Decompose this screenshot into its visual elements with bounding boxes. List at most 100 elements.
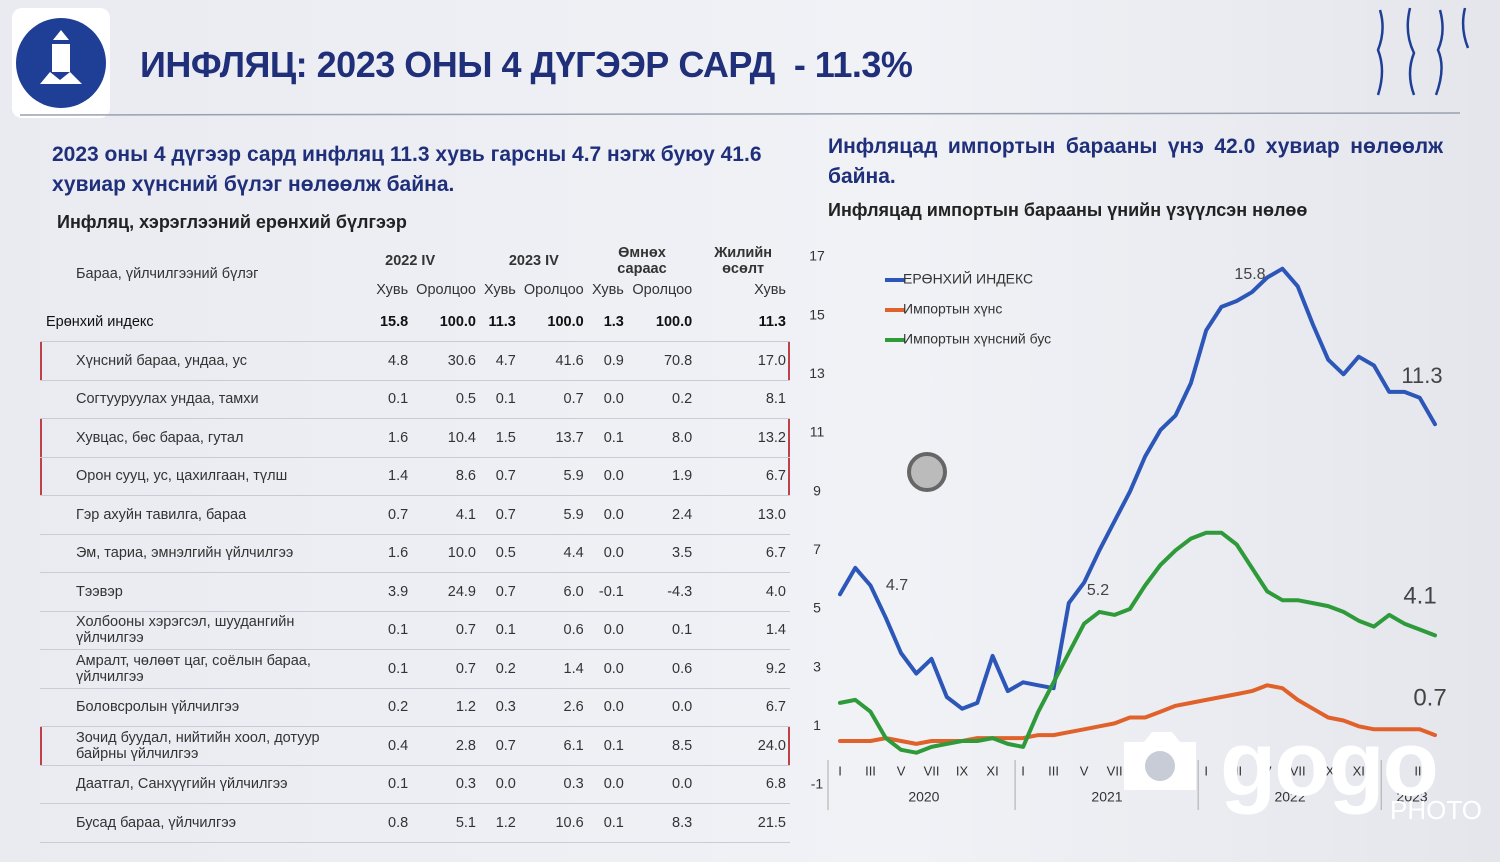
cell: 11.3 — [488, 314, 516, 330]
table-row: Боловсролын үйлчилгээ 0.2 1.2 0.3 2.6 0.0 0.0 6… — [40, 688, 790, 727]
annotation: 4.1 — [1403, 582, 1436, 609]
y-tick-label: 3 — [813, 658, 821, 674]
annotation: 15.8 — [1234, 266, 1265, 283]
cell: 11.3 — [758, 314, 786, 330]
cell: 100.0 — [439, 314, 476, 330]
y-tick-label: 17 — [809, 248, 825, 264]
cell: 0.7 — [480, 457, 520, 496]
cell: 0.0 — [603, 545, 624, 562]
cell: 6.7 — [696, 457, 790, 496]
cell: 4.0 — [765, 583, 786, 600]
subheader: Хувь — [754, 282, 786, 298]
cell: 0.9 — [587, 341, 628, 381]
table-title: Инфляц, хэрэглээний ерөнхий бүлгээр — [57, 212, 407, 232]
row-label: Холбооны хэрэгсэл, шуудангийн үйлчилгээ — [76, 614, 295, 647]
cell: 13.0 — [757, 506, 786, 523]
cell: 8.0 — [627, 418, 697, 457]
cell: 0.1 — [388, 391, 409, 408]
cell: 1.3 — [603, 314, 624, 330]
group-column-header: Бараа, үйлчилгээний бүлэг — [76, 266, 259, 282]
cell: 6.0 — [563, 583, 584, 600]
row-label: Эм, тариа, эмнэлгийн үйлчилгээ — [76, 545, 294, 562]
annotation: 11.3 — [1401, 363, 1442, 388]
table-row: Хувцас, бөс бараа, гутал 1.6 10.4 1.5 13.7 0.… — [40, 418, 790, 457]
cell: 0.5 — [495, 545, 516, 562]
cell: 0.3 — [563, 776, 584, 793]
legend-label: Импортын хүнсний бус — [903, 331, 1051, 347]
x-group-label: 2020 — [908, 789, 939, 805]
group-header: Жилийн өсөлт — [714, 245, 773, 277]
slide-decoration — [12, 7, 1470, 118]
row-label: Орон сууц, ус, цахилгаан, түлш — [40, 457, 341, 496]
x-group-label: 2022 — [1274, 789, 1305, 805]
watermark-caption: PHOTO — [1390, 795, 1482, 825]
annotation: 4.7 — [886, 577, 908, 594]
line — [838, 266, 1437, 711]
cell: 0.3 — [455, 776, 476, 793]
cell: 1.4 — [340, 457, 413, 496]
cell: 1.2 — [455, 699, 476, 716]
x-tick-label: I — [1204, 763, 1208, 778]
cell: 24.9 — [447, 583, 476, 600]
cell: 1.4 — [765, 622, 786, 639]
table-row: Хүнсний бараа, ундаа, ус 4.8 30.6 4.7 41.6 0.… — [40, 341, 790, 381]
row-label: Даатгал, Санхүүгийн үйлчилгээ — [76, 776, 288, 793]
cell: 100.0 — [655, 314, 693, 330]
table-row: Гэр ахуйн тавилга, бараа 0.7 4.1 0.7 5.9 0.0 2… — [40, 496, 790, 534]
group-header: 2022 IV — [385, 253, 436, 269]
cell: 8.5 — [627, 726, 697, 766]
group-header: 2023 IV — [508, 253, 559, 269]
group-header-row: Бараа, үйлчилгээний бүлэг 2022 IV 2023 IV… — [40, 245, 790, 282]
subheader: Оролцоо — [523, 282, 584, 298]
x-tick-label: V — [1080, 763, 1089, 778]
y-tick-label: 15 — [809, 306, 825, 322]
table-row: Зочид буудал, нийтийн хоол, дотуур байрн… — [40, 726, 790, 766]
cell: 100.0 — [547, 314, 584, 330]
cell: 10.0 — [447, 545, 476, 562]
cell: 0.7 — [495, 506, 516, 523]
cell: 0.7 — [455, 660, 476, 677]
cell: 0.8 — [388, 814, 409, 831]
cell: 0.1 — [388, 776, 409, 793]
x-tick-label: IX — [1322, 763, 1335, 778]
title-rule — [19, 112, 1461, 116]
cell: 0.3 — [495, 699, 516, 716]
logo-emblem — [40, 30, 82, 84]
x-tick-label: III — [865, 763, 876, 778]
y-tick-label: 13 — [809, 365, 825, 381]
cell: 6.7 — [765, 699, 786, 716]
cell: 15.8 — [379, 314, 409, 330]
right-headline: Инфляцад импортын барааны үнэ 42.0 хувиа… — [828, 135, 1443, 188]
cell: 0.5 — [455, 391, 476, 408]
cell: 2.6 — [563, 699, 584, 716]
table-row: Орон сууц, ус, цахилгаан, түлш 1.4 8.6 0.7 5… — [40, 457, 790, 496]
x-tick-label: III — [1231, 763, 1242, 778]
y-tick-label: 7 — [813, 541, 821, 557]
subheader: Оролцоо — [416, 282, 476, 298]
x-tick-label: VII — [1107, 763, 1123, 778]
cell: 0.0 — [603, 660, 624, 677]
cell: 17.0 — [696, 341, 790, 381]
group-header: Өмнөх сараас — [617, 245, 667, 277]
subheader: Оролцоо — [632, 282, 693, 298]
cell: 1.6 — [340, 418, 413, 457]
chart-title: Инфляцад импортын барааны үнийн үзүүлсэн… — [828, 200, 1308, 220]
cursor-marker — [907, 452, 947, 492]
cell: -4.3 — [667, 583, 693, 600]
cell: 0.0 — [672, 776, 693, 793]
cell: 6.8 — [765, 776, 786, 793]
cell: 8.6 — [412, 457, 480, 496]
y-tick-label: -1 — [811, 776, 824, 792]
subheader: Хувь — [484, 282, 516, 298]
row-label: Гэр ахуйн тавилга, бараа — [76, 506, 247, 523]
table-row: Ерөнхий индекс 15.8 100.0 11.3 100.0 1.3 100.0… — [40, 303, 790, 342]
cell: 0.2 — [672, 391, 693, 408]
x-tick-label: I — [1387, 763, 1391, 778]
row-label: Хувцас, бөс бараа, гутал — [40, 418, 341, 457]
script-ornament — [1376, 7, 1470, 96]
cell: 0.1 — [587, 726, 628, 766]
row-label: Тээвэр — [76, 583, 123, 600]
x-tick-label: XI — [986, 763, 998, 778]
table-row: Бусад бараа, үйлчилгээ 0.8 5.1 1.2 10.6 0.1 8.… — [40, 804, 790, 842]
row-label: Амралт, чөлөөт цаг, соёлын бараа, үйлчил… — [76, 652, 311, 685]
